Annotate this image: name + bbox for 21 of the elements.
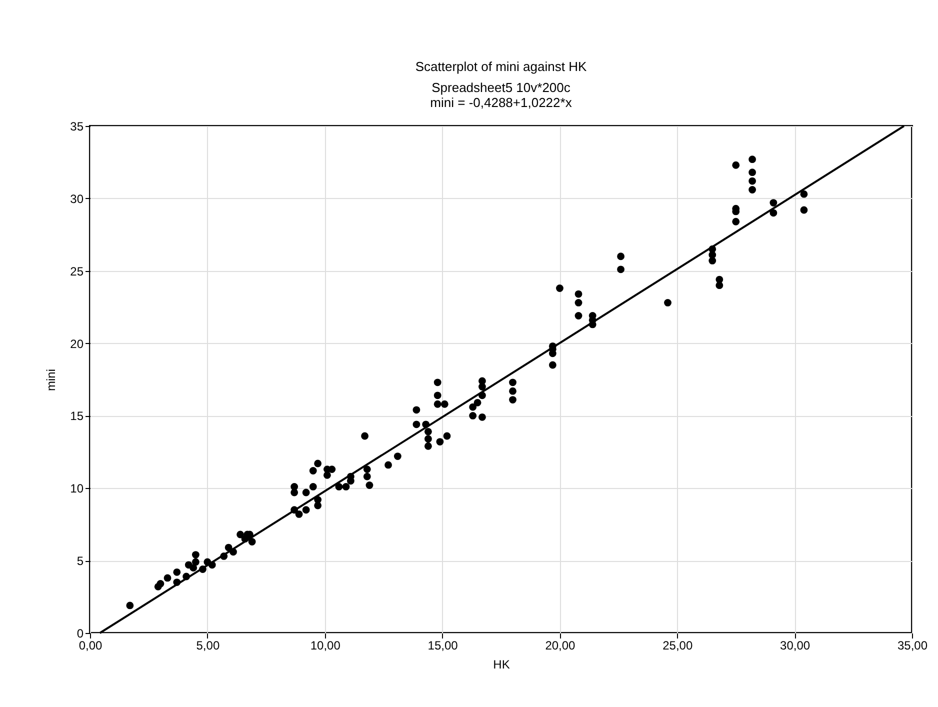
x-tick-label: 30,00: [780, 638, 810, 652]
x-tick-label: 15,00: [428, 638, 458, 652]
y-tick-label: 5: [76, 554, 84, 568]
x-tick-label: 10,00: [310, 638, 341, 652]
x-tick-label: 35,00: [897, 638, 928, 652]
x-tick-label: 25,00: [662, 638, 693, 652]
x-axis-title: HK: [493, 658, 510, 672]
x-tick-label: 0,00: [78, 638, 102, 652]
y-tick-label: 0: [76, 626, 84, 640]
y-tick-label: 25: [70, 264, 84, 278]
chart-title: Scatterplot of mini against HK: [415, 59, 587, 74]
y-tick-label: 30: [70, 192, 84, 206]
text: mini = -0,4288+1,0222*x: [430, 95, 572, 110]
y-tick-label: 20: [70, 336, 84, 351]
y-axis-title: mini: [44, 368, 58, 392]
y-tick-label: 10: [70, 482, 84, 496]
x-tick-label: 20,00: [545, 638, 576, 652]
chart-subtitle: Spreadsheet5 10v*200c: [432, 80, 571, 95]
y-tick-label: 35: [70, 120, 84, 134]
y-tick-label: 15: [70, 409, 84, 424]
x-tick-label: 5,00: [196, 638, 220, 652]
